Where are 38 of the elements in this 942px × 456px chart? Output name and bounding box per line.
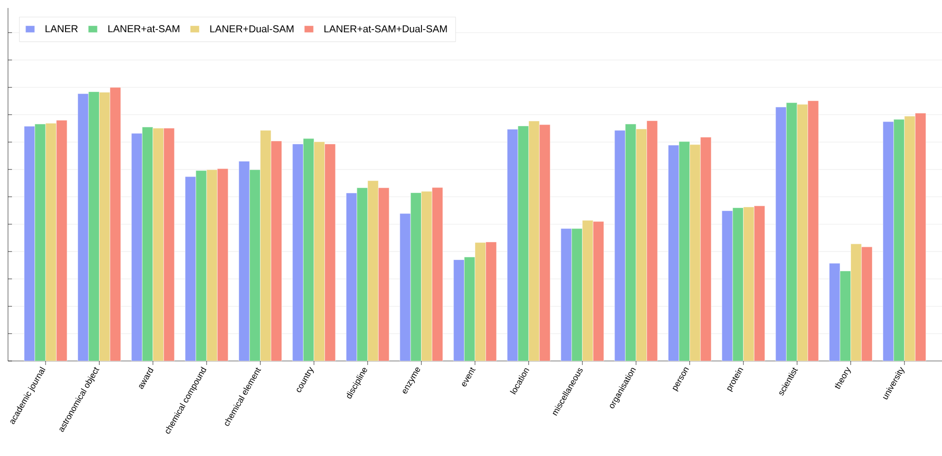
- bar: [238, 161, 250, 361]
- bar: [131, 133, 142, 361]
- legend-label: LANER+Dual-SAM: [210, 25, 294, 32]
- bar: [754, 206, 766, 361]
- bar: [722, 210, 733, 361]
- bar: [560, 228, 572, 361]
- bar: [110, 87, 121, 361]
- bar: [808, 100, 819, 361]
- legend-label: LANER+at-SAM: [108, 25, 180, 32]
- bar: [378, 188, 390, 361]
- bar: [164, 128, 175, 361]
- bar: [217, 168, 228, 361]
- bar: [432, 187, 443, 361]
- bar: [400, 213, 411, 361]
- bar: [775, 106, 786, 361]
- bar: [184, 176, 196, 361]
- bar: [486, 242, 497, 361]
- bar: [507, 129, 518, 361]
- bar: [346, 192, 358, 361]
- legend-label: LANER+at-SAM+Dual-SAM: [324, 25, 447, 32]
- bar: [292, 144, 304, 361]
- bar: [861, 246, 872, 361]
- bar: [324, 144, 336, 361]
- bar: [915, 112, 926, 361]
- bar: [614, 130, 626, 361]
- bar: [539, 124, 550, 361]
- bar: [24, 126, 35, 361]
- bar: [453, 260, 464, 361]
- bar: [668, 144, 680, 361]
- bar: [882, 121, 894, 361]
- bar: [700, 137, 712, 361]
- bar: [646, 120, 658, 361]
- bar: [592, 221, 604, 361]
- bar: [78, 94, 89, 361]
- bar: [829, 263, 840, 361]
- bar: [56, 120, 68, 361]
- bar: [270, 140, 282, 361]
- legend-label: LANER: [46, 25, 78, 32]
